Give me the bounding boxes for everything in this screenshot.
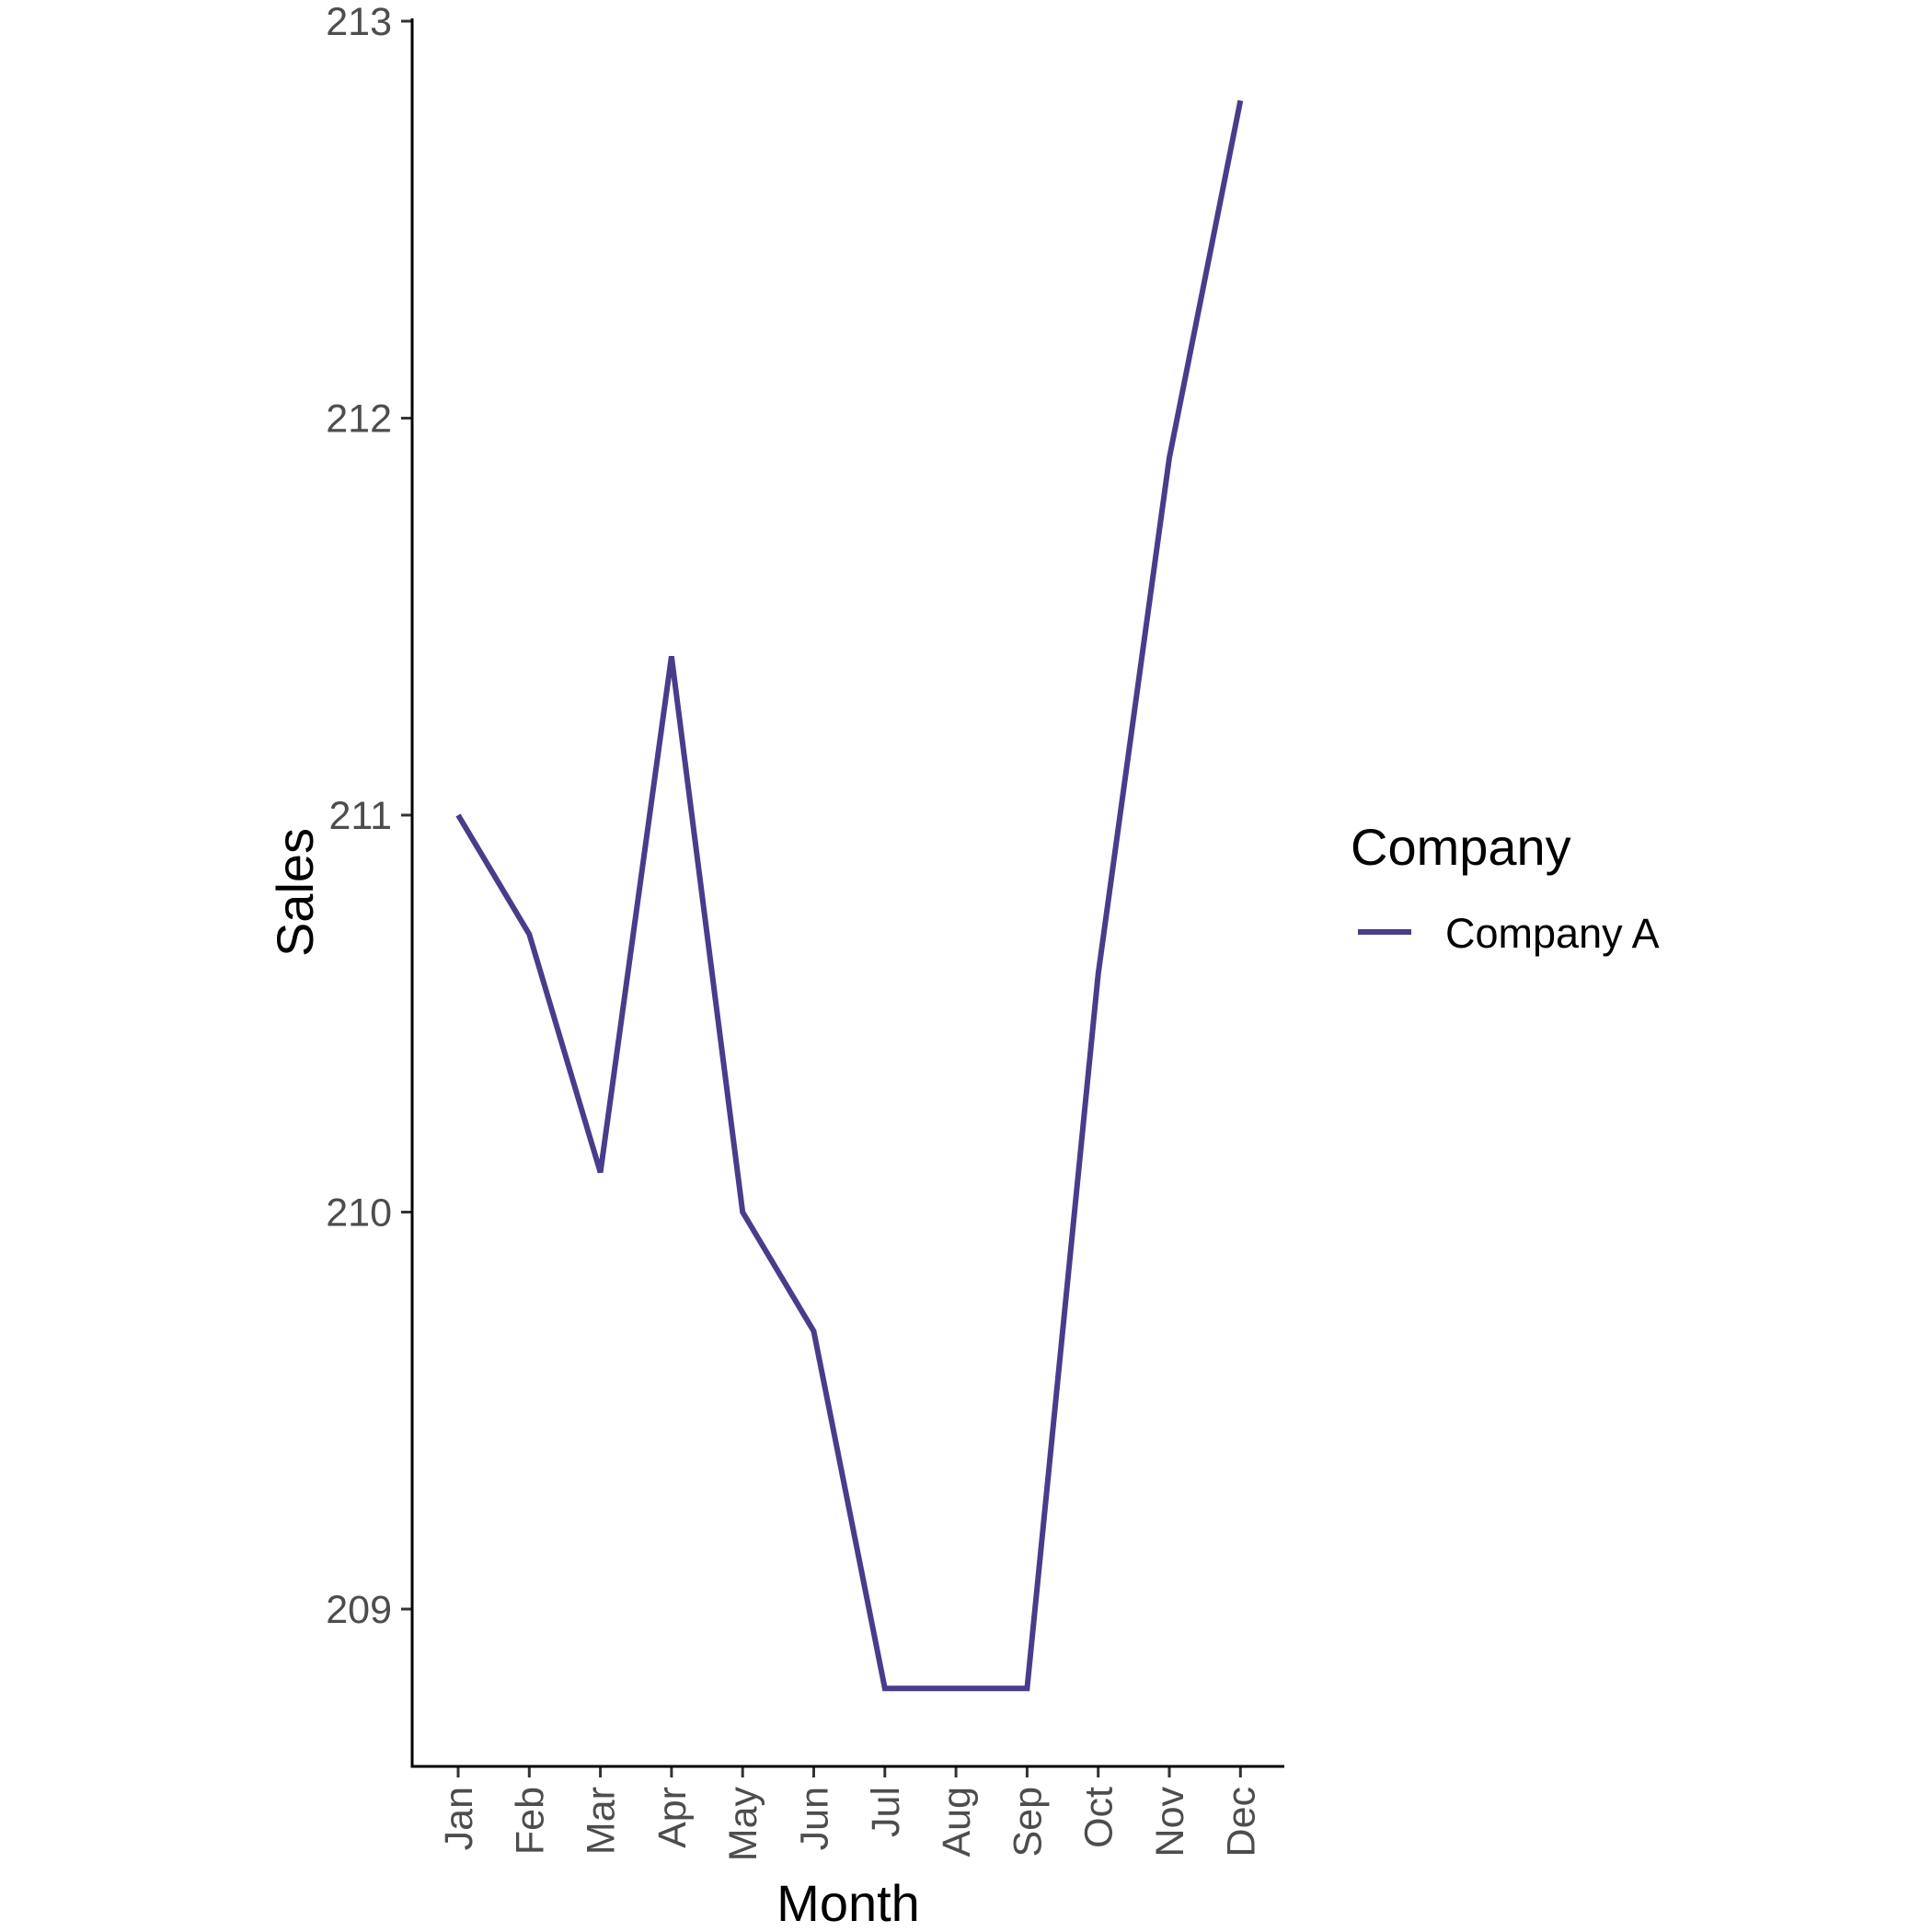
x-tick-label: Dec xyxy=(1219,1787,1263,1857)
x-tick-label: Jul xyxy=(864,1787,908,1837)
y-tick-label: 210 xyxy=(326,1191,392,1236)
x-tick-label: Nov xyxy=(1148,1787,1192,1857)
x-tick-label: Oct xyxy=(1077,1787,1121,1848)
x-tick-label: Sep xyxy=(1006,1787,1050,1857)
series-layer xyxy=(455,99,1244,1692)
legend-title: Company xyxy=(1351,818,1571,876)
x-tick-label: Jun xyxy=(793,1787,837,1850)
y-tick-label: 209 xyxy=(326,1588,392,1632)
y-tick-label: 212 xyxy=(326,397,392,442)
y-axis-title: Sales xyxy=(266,828,324,957)
series-line-company-a xyxy=(455,99,1244,1692)
y-axis-ticks: 209 210 211 212 213 xyxy=(326,0,412,1632)
x-tick-label: Mar xyxy=(580,1787,624,1855)
x-axis-title: Month xyxy=(776,1874,920,1932)
x-tick-label: Jan xyxy=(437,1787,481,1850)
legend-label-company-a: Company A xyxy=(1445,910,1660,957)
x-tick-label: May xyxy=(721,1787,765,1862)
x-tick-label: Apr xyxy=(650,1787,695,1848)
x-tick-label: Aug xyxy=(935,1787,979,1857)
x-axis-ticks: Jan Feb Mar Apr May Jun Jul Aug Sep Oct Nov Dec xyxy=(437,1766,1263,1861)
y-tick-label: 211 xyxy=(328,794,392,838)
x-tick-label: Feb xyxy=(508,1787,552,1855)
y-tick-label: 213 xyxy=(326,0,392,44)
legend: Company Company A xyxy=(1351,818,1660,957)
